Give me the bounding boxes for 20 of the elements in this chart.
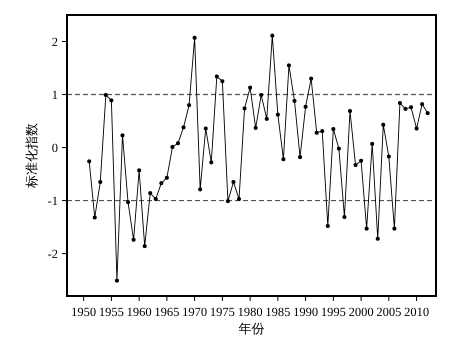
y-tick-label: -1 bbox=[48, 194, 58, 208]
y-tick-label: -2 bbox=[48, 247, 58, 262]
x-tick-label: 1995 bbox=[320, 305, 346, 319]
x-tick-label: 2000 bbox=[348, 305, 374, 319]
x-tick-label: 1955 bbox=[98, 305, 124, 319]
x-tick-label: 1960 bbox=[126, 305, 152, 319]
x-tick-label: 2010 bbox=[404, 305, 430, 319]
y-tick-label: 2 bbox=[52, 35, 58, 50]
x-tick-label: 1965 bbox=[154, 305, 180, 319]
x-tick-label: 2005 bbox=[376, 305, 402, 319]
x-tick-label: 1950 bbox=[71, 305, 96, 319]
y-tick-label: 0 bbox=[52, 141, 58, 156]
x-tick-label: 1990 bbox=[293, 305, 318, 319]
x-tick-label: 1975 bbox=[210, 305, 235, 319]
x-tick-label: 1970 bbox=[182, 305, 208, 319]
y-axis-title: 标准化指数 bbox=[24, 123, 39, 189]
x-tick-label: 1985 bbox=[265, 305, 290, 319]
x-axis-title: 年份 bbox=[238, 321, 264, 336]
y-tick-label: 1 bbox=[52, 88, 58, 102]
x-tick-label: 1980 bbox=[238, 305, 263, 319]
